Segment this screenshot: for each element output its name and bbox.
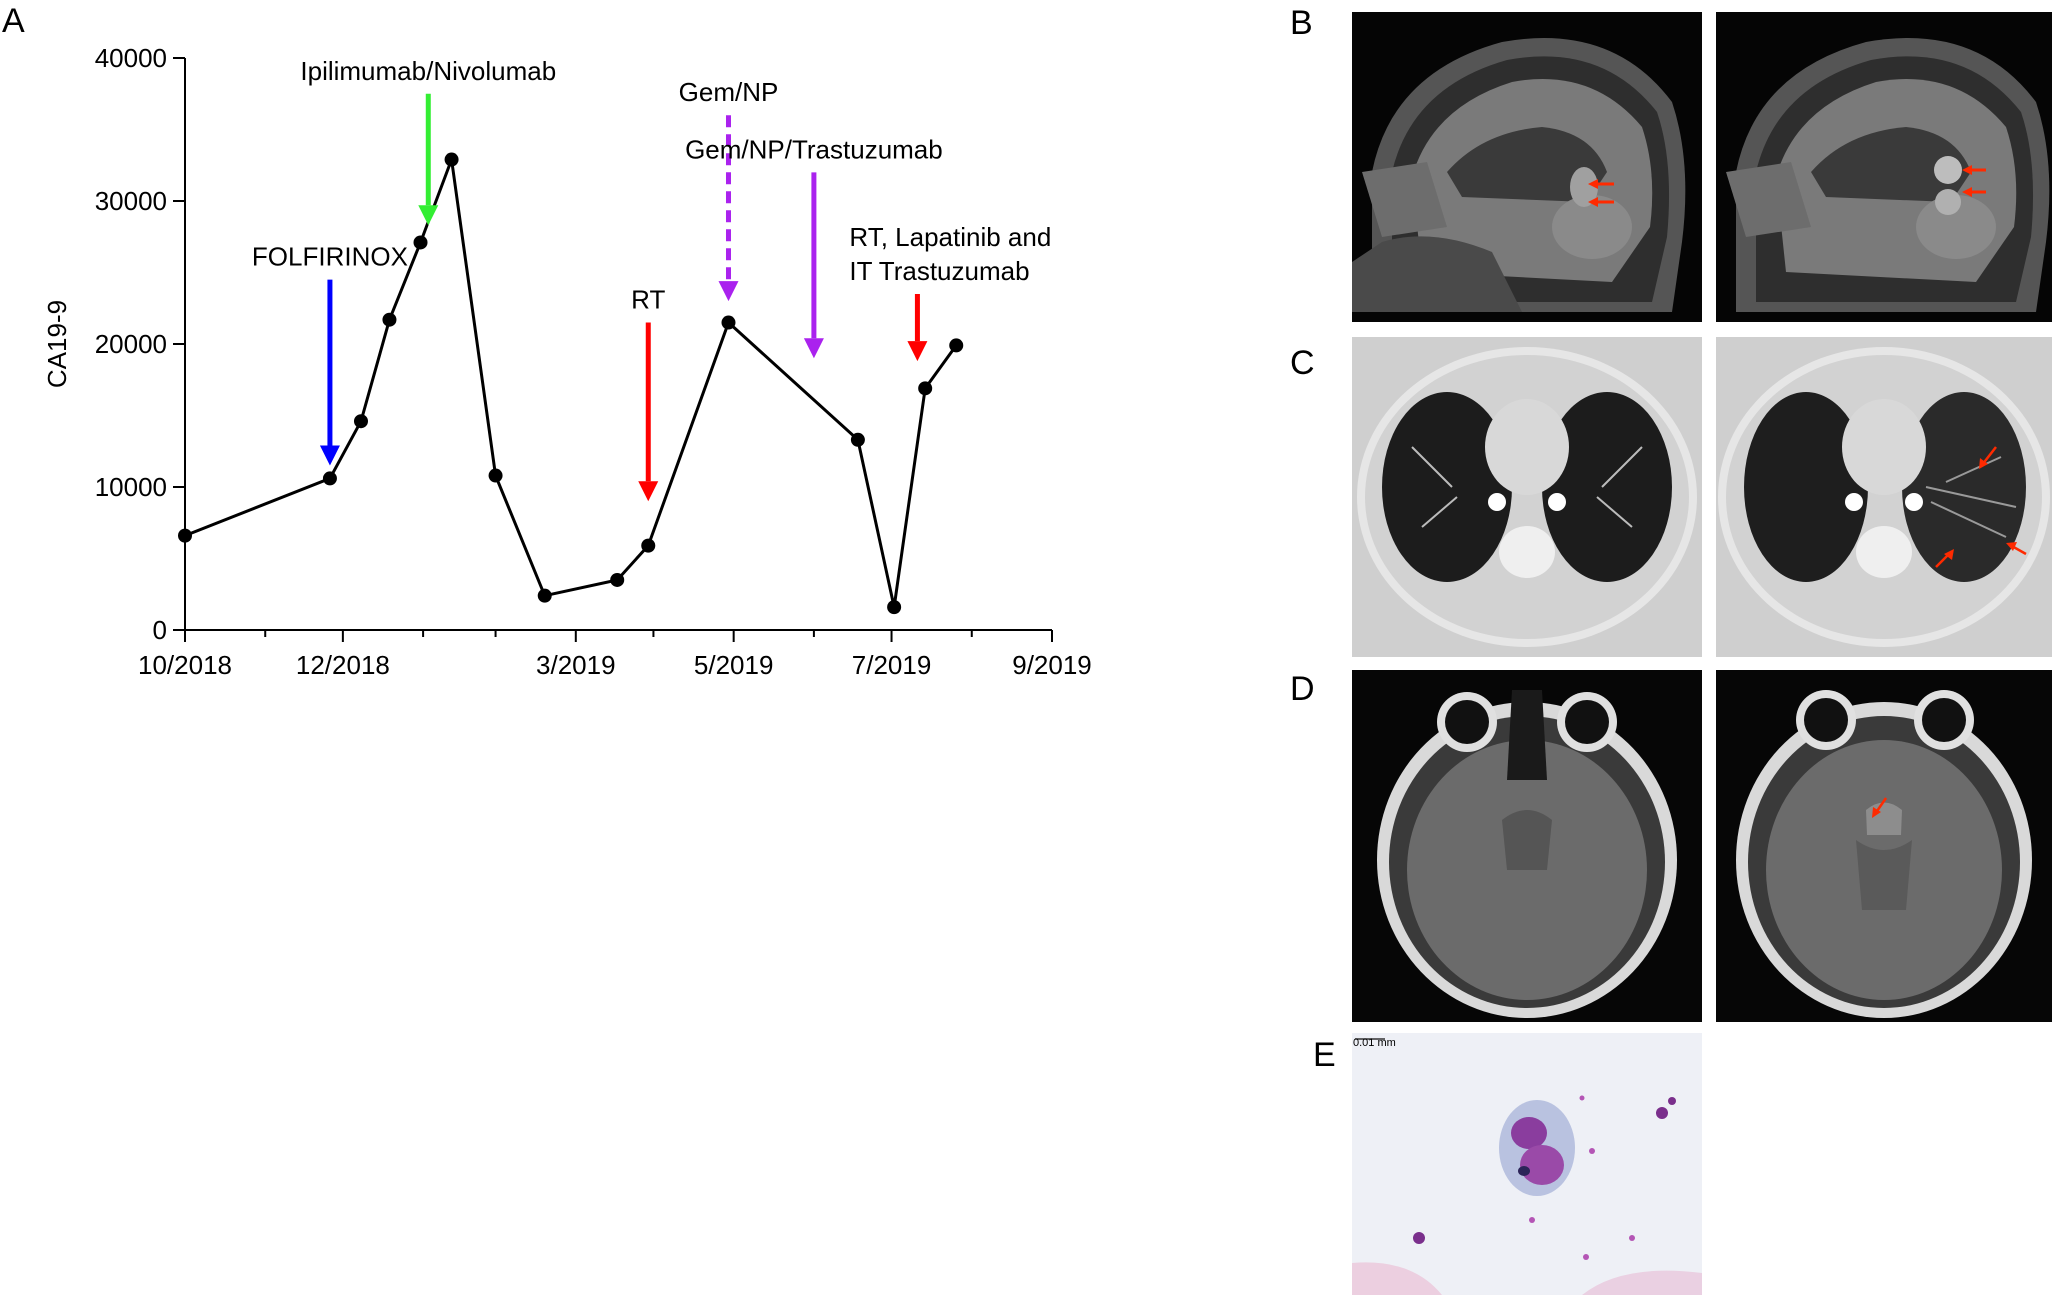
- red-marker-arrows: [1962, 165, 1986, 197]
- y-tick-label: 0: [153, 615, 167, 645]
- data-point: [444, 152, 459, 167]
- treatment-label: Ipilimumab/Nivolumab: [300, 56, 556, 86]
- data-point: [918, 381, 933, 396]
- treatment-arrow-head: [319, 445, 340, 466]
- y-axis-title: CA19-9: [42, 300, 72, 388]
- panel-c-ct-after: [1716, 337, 2052, 657]
- red-marker-arrows: [1935, 446, 2027, 568]
- data-point: [413, 235, 428, 250]
- data-point: [382, 312, 397, 327]
- data-point: [721, 315, 736, 330]
- panel-d-mri-before: [1352, 670, 1702, 1022]
- data-point: [641, 538, 656, 553]
- red-marker-arrows: [1872, 797, 1888, 818]
- treatment-label: RT: [631, 285, 665, 315]
- panel-label-a: A: [2, 2, 25, 40]
- treatment-arrow-head: [718, 281, 739, 302]
- treatment-arrow-head: [803, 338, 824, 359]
- data-point: [488, 468, 503, 483]
- x-tick-label: 3/2019: [536, 650, 616, 680]
- treatment-label: RT, Lapatinib and: [849, 222, 1051, 252]
- x-tick-label: 12/2018: [296, 650, 390, 680]
- panel-label-d: D: [1290, 670, 1315, 708]
- y-tick-label: 30000: [95, 186, 167, 216]
- treatment-arrow-head: [418, 205, 439, 226]
- panel-e-cytology: 0.01 mm: [1352, 1033, 1702, 1295]
- data-point: [537, 588, 552, 603]
- treatment-label: FOLFIRINOX: [252, 242, 408, 272]
- data-point: [353, 414, 368, 429]
- data-point: [850, 432, 865, 447]
- data-point: [949, 338, 964, 353]
- panel-label-c: C: [1290, 344, 1315, 382]
- data-point: [610, 572, 625, 587]
- panel-label-b: B: [1290, 4, 1313, 42]
- panel-b-mri-before: [1352, 12, 1702, 322]
- data-point: [178, 528, 192, 543]
- x-tick-label: 9/2019: [1012, 650, 1092, 680]
- panel-label-e: E: [1313, 1036, 1336, 1074]
- treatment-label: Gem/NP: [679, 77, 779, 107]
- data-point: [887, 600, 902, 615]
- treatment-arrow-head: [638, 481, 659, 502]
- red-marker-arrows: [1588, 179, 1614, 207]
- y-tick-label: 40000: [95, 43, 167, 73]
- ca19-9-line-chart: 0 10000 20000 30000 40000 CA19-9 10/2018 12/201…: [42, 43, 1092, 680]
- panel-c-ct-before: [1352, 337, 1702, 657]
- treatment-label: Gem/NP/Trastuzumab: [685, 134, 943, 164]
- panel-b-mri-after: [1716, 12, 2052, 322]
- x-tick-label: 10/2018: [138, 650, 232, 680]
- x-tick-label: 7/2019: [852, 650, 932, 680]
- treatment-label: IT Trastuzumab: [849, 256, 1029, 286]
- y-tick-label: 10000: [95, 472, 167, 502]
- panel-d-mri-after: [1716, 670, 2052, 1022]
- series-line: [184, 159, 958, 608]
- scale-bar-label: 0.01 mm: [1353, 1037, 1396, 1049]
- treatment-arrow-head: [907, 341, 928, 362]
- data-point: [322, 471, 337, 486]
- x-tick-label: 5/2019: [694, 650, 774, 680]
- y-tick-label: 20000: [95, 329, 167, 359]
